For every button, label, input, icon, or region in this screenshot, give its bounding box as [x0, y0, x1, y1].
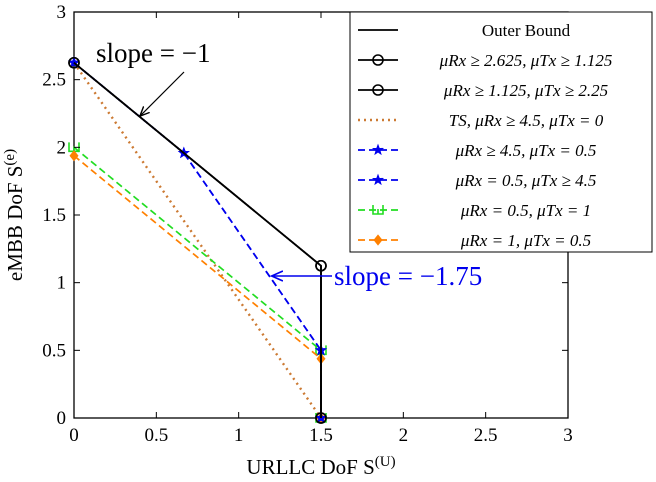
legend-item: μRx = 0.5, μTx = 1	[358, 201, 591, 220]
x-tick-label: 3	[563, 425, 573, 446]
x-tick-label: 0	[69, 425, 79, 446]
x-tick-label: 2.5	[474, 425, 498, 446]
data-point	[69, 150, 79, 162]
legend-label: Outer Bound	[482, 21, 571, 40]
legend-marker	[371, 173, 385, 186]
legend-item: μRx = 1, μTx = 0.5	[358, 231, 591, 250]
legend-label: μRx = 0.5, μTx = 1	[460, 201, 591, 220]
y-tick-label: 3	[57, 2, 67, 23]
plot-area	[67, 11, 569, 424]
y-tick-label: 2	[57, 137, 67, 158]
annotation-slope-2: slope = −1.75	[334, 261, 482, 291]
y-axis-label: eMBB DoF S(e)	[2, 149, 27, 281]
axis-ticks: 0 0.5 1 1.5 2 2.5 3 0 0.5 1 1.5 2 2.5 3	[42, 2, 573, 446]
legend-item: μRx = 0.5, μTx ≥ 4.5	[358, 171, 596, 190]
legend-item: μRx ≥ 4.5, μTx = 0.5	[358, 141, 596, 160]
series-line	[73, 146, 322, 418]
legend-box	[349, 11, 653, 253]
legend-item: μRx ≥ 1.125, μTx ≥ 2.25	[358, 81, 608, 100]
legend-marker	[373, 234, 383, 246]
legend-item: Outer Bound	[358, 21, 571, 40]
legend-marker	[371, 143, 385, 156]
x-axis-label: URLLC DoF S(U)	[246, 454, 395, 479]
legend-item: TS, μRx ≥ 4.5, μTx = 0	[358, 111, 604, 130]
y-tick-label: 2.5	[42, 70, 66, 91]
legend-label: μRx ≥ 2.625, μTx ≥ 1.125	[439, 51, 613, 70]
series-line	[73, 155, 322, 418]
annotations: slope = −1 slope = −1.75	[96, 38, 482, 291]
y-tick-label: 1.5	[42, 205, 66, 226]
legend-marker	[372, 205, 384, 215]
data-point	[68, 56, 80, 69]
x-tick-label: 0.5	[144, 425, 168, 446]
legend-label: μRx = 0.5, μTx ≥ 4.5	[455, 171, 597, 190]
annotation-arrow-slope-1	[140, 71, 185, 116]
y-tick-label: 0.5	[42, 340, 66, 361]
y-tick-label: 0	[57, 408, 67, 429]
legend-marker	[372, 84, 384, 96]
legend-label: μRx ≥ 4.5, μTx = 0.5	[455, 141, 597, 160]
y-tick-label: 1	[57, 273, 67, 294]
x-tick-label: 1	[234, 425, 244, 446]
annotation-slope-1: slope = −1	[96, 38, 210, 68]
legend-label: μRx = 1, μTx = 0.5	[460, 231, 591, 250]
x-tick-label: 1.5	[309, 425, 333, 446]
legend-item: μRx ≥ 2.625, μTx ≥ 1.125	[358, 51, 612, 70]
data-point	[315, 259, 327, 272]
legend-marker	[372, 54, 384, 66]
axis-labels: URLLC DoF S(U) eMBB DoF S(e)	[2, 149, 396, 479]
legend: Outer Bound μRx ≥ 2.625, μTx ≥ 1.125 μRx ≥…	[349, 11, 653, 253]
series-line	[73, 62, 322, 419]
legend-label: TS, μRx ≥ 4.5, μTx = 0	[449, 111, 604, 130]
legend-label: μRx ≥ 1.125, μTx ≥ 2.25	[443, 81, 608, 100]
series-line	[73, 62, 322, 418]
x-tick-label: 2	[399, 425, 409, 446]
